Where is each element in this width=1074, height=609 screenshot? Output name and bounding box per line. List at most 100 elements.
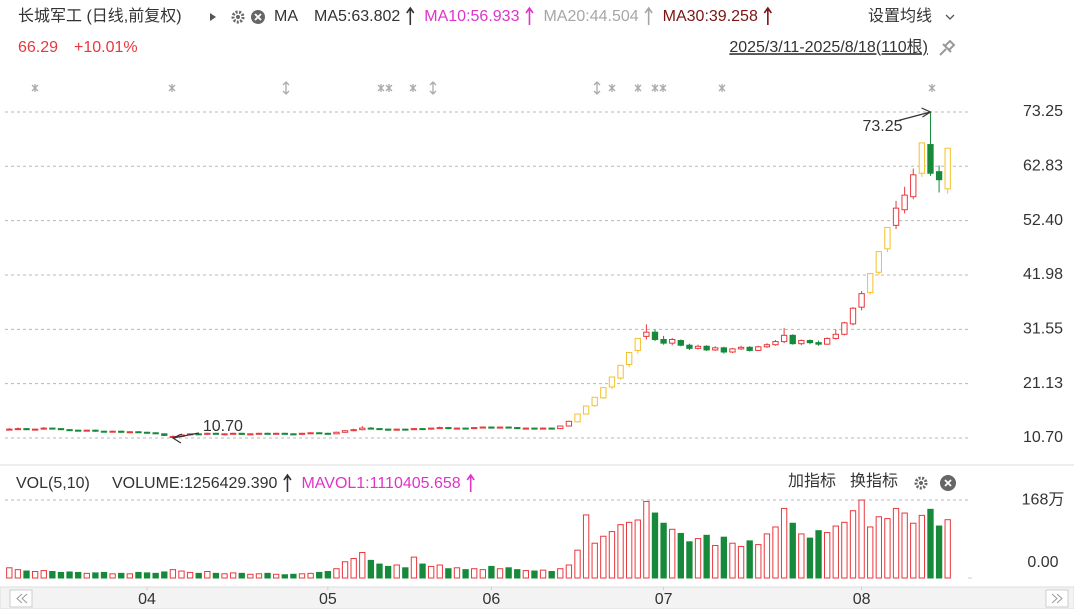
volume-bar [910, 522, 917, 579]
date-range[interactable]: 2025/3/11-2025/8/18(110根) [729, 38, 928, 56]
candle-body [720, 347, 728, 353]
ma-legend: MA10:56.933 [424, 8, 519, 25]
trend-arrow [283, 473, 292, 492]
candle-body [333, 431, 340, 435]
volume-bar [247, 573, 254, 579]
volume-bar [341, 561, 349, 579]
volume-bar [901, 512, 908, 579]
volume-bar [720, 536, 728, 579]
volume-bar [617, 524, 624, 579]
candle-body [290, 433, 297, 436]
volume-bar [591, 542, 598, 579]
annotation-label: 73.25 [862, 118, 902, 135]
candle-body [875, 251, 882, 273]
volume-bar [178, 570, 185, 579]
volume-bar [884, 518, 891, 579]
volume-bar [935, 525, 943, 579]
volume-bar [40, 570, 47, 579]
event-icon [634, 84, 642, 92]
volume-bar [806, 537, 814, 579]
candle-body [755, 346, 762, 351]
volume-bar [686, 541, 693, 579]
candle-body [694, 345, 702, 349]
candle-body [436, 427, 443, 430]
candle-body [832, 333, 839, 339]
volume-bar [31, 571, 39, 579]
volume-bar [57, 571, 65, 579]
volume-bar [264, 572, 271, 579]
volume-bar [359, 551, 366, 579]
candle-body [780, 334, 788, 343]
candle-body [445, 427, 452, 430]
candle-body [66, 429, 73, 432]
volume-bar [496, 568, 504, 579]
volume-bar [849, 510, 857, 579]
volume-bar [737, 545, 745, 579]
volume-bar [23, 570, 30, 579]
volume-bar [350, 558, 357, 579]
candle-body [574, 413, 581, 423]
candle-body [359, 427, 366, 431]
candle-body [471, 427, 478, 430]
volume-bar [186, 571, 194, 579]
pin-icon[interactable] [939, 39, 956, 56]
add-indicator[interactable]: 加指标 [788, 472, 836, 490]
candle-body [100, 430, 108, 433]
candle-body [92, 429, 99, 432]
candle-body [6, 428, 13, 431]
settings-button[interactable]: 设置均线 [868, 7, 932, 25]
candle-body [944, 147, 951, 190]
candle-body [669, 338, 676, 344]
chevron[interactable] [945, 14, 955, 20]
ma-legend: MA5:63.802 [314, 8, 400, 25]
volume-bar [763, 533, 771, 579]
volume-bar [548, 571, 555, 579]
volume-bar [858, 499, 865, 579]
volume-bar [927, 508, 934, 579]
event-icon [385, 84, 393, 92]
settings-icon[interactable] [231, 10, 245, 24]
close-icon[interactable] [251, 10, 265, 24]
volume-bar [333, 568, 340, 579]
volume-bar [643, 500, 650, 579]
candle-body [935, 171, 943, 181]
candle-body [841, 322, 848, 335]
expand-icon[interactable] [210, 13, 216, 21]
candle-body [135, 431, 142, 434]
volume-bar [944, 519, 951, 579]
candle-body [427, 427, 435, 430]
volume-bar [290, 573, 297, 579]
candle-body [901, 194, 908, 211]
volume-bar [918, 514, 926, 579]
candle-body [341, 430, 349, 433]
volume-bar [419, 563, 426, 579]
volume-bar [669, 528, 676, 579]
x-tick-label: 07 [655, 591, 673, 608]
candle-body [350, 429, 357, 432]
candle-body [514, 427, 521, 430]
event-icon [659, 84, 667, 92]
y-tick-label: 31.55 [1023, 321, 1063, 338]
scroll-left[interactable] [9, 589, 33, 608]
volume-bar [109, 573, 116, 579]
candle-body [307, 432, 314, 435]
candle-body [789, 334, 796, 345]
candle-body [496, 426, 504, 429]
volume-bar [238, 572, 245, 579]
settings-icon[interactable] [914, 476, 928, 490]
volume-title: VOL(5,10) [16, 475, 90, 492]
volume-bar [212, 572, 220, 579]
candle-body [118, 430, 125, 433]
switch-indicator[interactable]: 换指标 [850, 472, 898, 490]
volume-bar [660, 522, 667, 579]
candle-body [608, 376, 616, 388]
volume-bar [161, 571, 168, 579]
candle-body [625, 352, 633, 366]
volume-bar [471, 568, 478, 579]
close-icon[interactable] [940, 475, 956, 491]
scroll-right[interactable] [1045, 589, 1069, 608]
volume-bar [565, 564, 573, 579]
volume-bar [6, 567, 13, 579]
